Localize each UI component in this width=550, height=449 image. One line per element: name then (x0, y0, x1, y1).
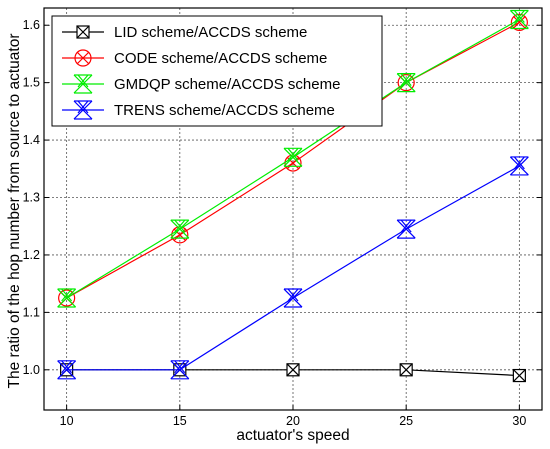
y-tick-label: 1.5 (23, 76, 40, 90)
legend-box (51, 15, 383, 127)
legend-label: CODE scheme/ACCDS scheme (114, 50, 327, 67)
y-axis: 1.0 1.1 1.2 1.3 1.4 1.5 1.6 (23, 18, 542, 377)
legend-item: CODE scheme/ACCDS scheme (62, 49, 327, 67)
x-tick-label: 10 (60, 414, 74, 428)
legend-label: TRENS scheme/ACCDS scheme (114, 102, 335, 119)
x-tick-label: 30 (512, 414, 526, 428)
y-axis-title: The ratio of the hop number from source … (6, 34, 23, 389)
legend-marker (76, 25, 90, 39)
series-3 (57, 156, 529, 380)
legend-label: LID scheme/ACCDS scheme (114, 24, 307, 41)
data-point (510, 13, 528, 31)
y-tick-label: 1.4 (23, 133, 40, 147)
x-tick-label: 15 (173, 414, 187, 428)
legend-item: LID scheme/ACCDS scheme (62, 24, 307, 41)
legend-marker (73, 74, 93, 94)
y-tick-label: 1.6 (23, 18, 40, 32)
data-point (396, 73, 416, 93)
y-tick-label: 1.0 (23, 363, 40, 377)
data-point (509, 9, 529, 30)
data-point (396, 219, 416, 239)
series-2 (57, 9, 529, 308)
legend-item: TRENS scheme/ACCDS scheme (62, 100, 335, 120)
legend-label: GMDQP scheme/ACCDS scheme (114, 76, 340, 93)
y-tick-label: 1.3 (23, 191, 40, 205)
data-point (399, 363, 413, 377)
data-point (283, 288, 303, 308)
data-point (57, 288, 77, 308)
data-point (509, 156, 529, 176)
legend-marker (74, 49, 92, 67)
y-tick-label: 1.2 (23, 248, 40, 262)
y-tick-label: 1.1 (23, 305, 40, 319)
data-point (57, 360, 77, 380)
legend-item: GMDQP scheme/ACCDS scheme (62, 74, 340, 94)
data-point (512, 368, 526, 383)
data-point (286, 363, 300, 377)
x-tick-label: 20 (286, 414, 300, 428)
series-layer (57, 9, 529, 383)
x-axis: 10 15 20 25 30 (60, 405, 526, 428)
x-tick-label: 25 (399, 414, 413, 428)
data-point (170, 219, 190, 239)
series-0 (60, 363, 526, 383)
legend-marker (73, 100, 93, 120)
data-point (283, 147, 303, 167)
x-axis-title: actuator's speed (236, 427, 349, 444)
legend: LID scheme/ACCDS scheme CODE scheme/ACCDS… (51, 15, 383, 127)
data-point (170, 360, 190, 380)
